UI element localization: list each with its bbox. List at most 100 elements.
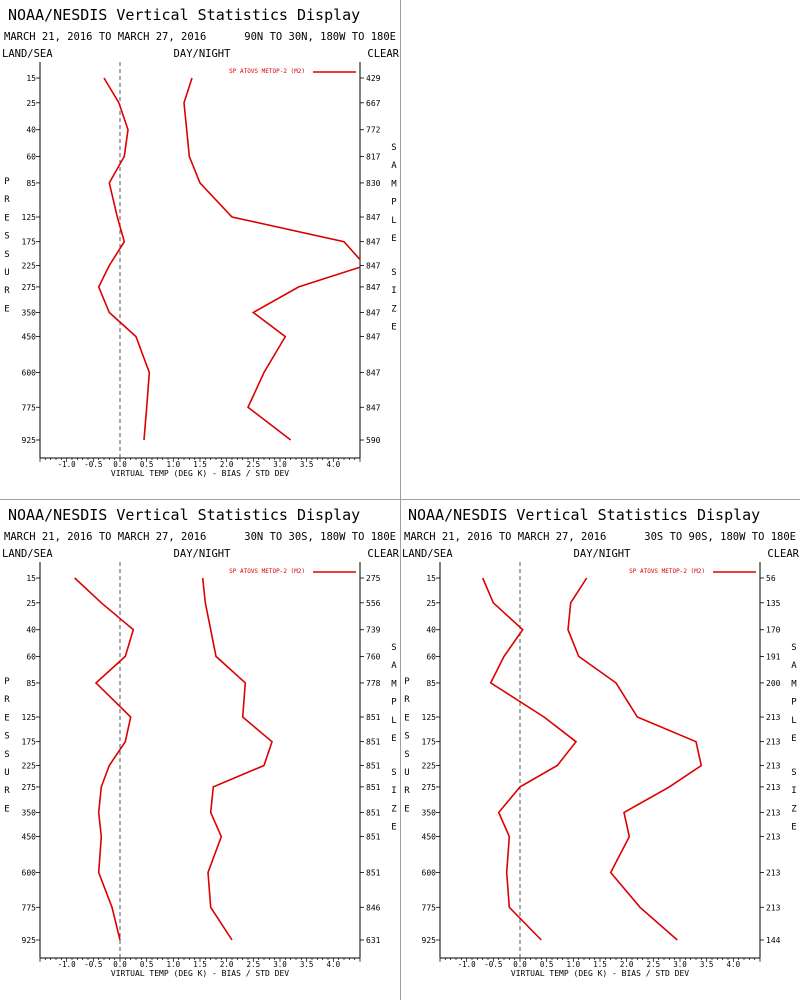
- header-clear: CLEAR: [367, 548, 399, 560]
- x-tick-label: -0.5: [484, 960, 502, 969]
- x-tick-label: 2.0: [220, 960, 234, 969]
- sample-letter: P: [391, 198, 397, 208]
- sample-size-label: 429: [366, 74, 381, 83]
- pressure-letter: R: [4, 286, 10, 296]
- size-letter: S: [791, 768, 796, 778]
- sample-size-label: 760: [366, 652, 381, 661]
- sample-size-label: 739: [366, 626, 381, 635]
- region-label: 30S TO 90S, 180W TO 180E: [644, 531, 796, 543]
- sample-size-label: 851: [366, 761, 381, 770]
- x-axis-label: VIRTUAL TEMP (DEG K) - BIAS / STD DEV: [111, 469, 289, 478]
- x-tick-label: 2.5: [247, 960, 261, 969]
- panel-south: NOAA/NESDIS Vertical Statistics Display M…: [400, 500, 800, 1000]
- sample-letter: E: [391, 734, 396, 744]
- chart-south: NOAA/NESDIS Vertical Statistics Display M…: [402, 506, 800, 978]
- series-line-std-dev: [567, 577, 703, 941]
- pressure-letter: S: [4, 750, 9, 760]
- x-tick-label: 1.0: [567, 960, 581, 969]
- sample-letter: S: [391, 143, 396, 153]
- horizontal-divider: [0, 499, 800, 500]
- sample-size-label: 847: [366, 403, 381, 412]
- x-tick-label: 0.5: [140, 460, 154, 469]
- x-tick-label: 0.0: [113, 960, 127, 969]
- sample-letter: M: [791, 679, 797, 689]
- x-tick-label: 0.0: [513, 960, 527, 969]
- pressure-label: 225: [22, 761, 37, 770]
- pressure-label: 925: [422, 936, 437, 945]
- x-tick-label: 3.5: [700, 960, 714, 969]
- header-clear: CLEAR: [367, 48, 399, 60]
- sample-size-label: 213: [766, 783, 781, 792]
- pressure-letter: P: [4, 677, 10, 687]
- sample-size-label: 851: [366, 738, 381, 747]
- pressure-label: 775: [422, 903, 437, 912]
- sample-letter: L: [391, 216, 396, 226]
- x-tick-label: 2.0: [620, 960, 634, 969]
- sample-letter: L: [391, 716, 396, 726]
- x-tick-label: 1.5: [193, 960, 207, 969]
- sample-letter: E: [391, 234, 396, 244]
- sample-letter: E: [791, 734, 796, 744]
- sample-size-label: 213: [766, 903, 781, 912]
- pressure-label: 85: [426, 679, 436, 688]
- size-letter: I: [391, 286, 396, 296]
- size-letter: Z: [391, 304, 397, 314]
- sample-letter: M: [391, 679, 397, 689]
- pressure-letter: E: [4, 713, 9, 723]
- pressure-letter: S: [4, 732, 9, 742]
- x-tick-label: 3.0: [673, 960, 687, 969]
- legend-label: SP ATOVS METOP-2 (M2): [229, 68, 305, 75]
- x-tick-label: 1.0: [167, 960, 181, 969]
- x-tick-label: 4.0: [327, 960, 341, 969]
- pressure-label: 15: [26, 574, 36, 583]
- pressure-letter: U: [404, 768, 409, 778]
- sample-letter: S: [791, 643, 796, 653]
- display-title: NOAA/NESDIS Vertical Statistics Display: [8, 506, 360, 524]
- sample-letter: P: [791, 698, 797, 708]
- x-axis-label: VIRTUAL TEMP (DEG K) - BIAS / STD DEV: [111, 969, 289, 978]
- sample-letter: L: [791, 716, 796, 726]
- sample-size-label: 213: [766, 833, 781, 842]
- pressure-label: 600: [422, 868, 437, 877]
- pressure-letter: E: [404, 713, 409, 723]
- pressure-label: 85: [26, 679, 36, 688]
- sample-letter: M: [391, 179, 397, 189]
- x-tick-label: 1.0: [167, 460, 181, 469]
- x-tick-label: 3.5: [300, 460, 314, 469]
- pressure-label: 600: [22, 368, 37, 377]
- series-line-bias: [74, 577, 135, 941]
- pressure-label: 40: [426, 626, 436, 635]
- pressure-label: 600: [22, 868, 37, 877]
- x-tick-label: 2.5: [647, 960, 661, 969]
- pressure-label: 225: [422, 761, 437, 770]
- pressure-letter: U: [4, 268, 9, 278]
- size-letter: I: [391, 786, 396, 796]
- legend-label: SP ATOVS METOP-2 (M2): [229, 568, 305, 575]
- pressure-label: 775: [22, 903, 37, 912]
- size-letter: E: [391, 323, 396, 333]
- pressure-label: 25: [26, 599, 36, 608]
- pressure-label: 225: [22, 261, 37, 270]
- header-day-night: DAY/NIGHT: [574, 548, 632, 560]
- sample-size-label: 847: [366, 238, 381, 247]
- pressure-letter: S: [4, 232, 9, 242]
- sample-size-label: 213: [766, 713, 781, 722]
- pressure-label: 350: [422, 809, 437, 818]
- x-tick-label: 0.5: [540, 960, 554, 969]
- chart-north: NOAA/NESDIS Vertical Statistics Display M…: [2, 6, 400, 478]
- pressure-label: 175: [422, 738, 437, 747]
- pressure-letter: R: [404, 786, 410, 796]
- x-tick-label: -1.0: [458, 960, 477, 969]
- legend-label: SP ATOVS METOP-2 (M2): [629, 568, 705, 575]
- panel-north: NOAA/NESDIS Vertical Statistics Display M…: [0, 0, 400, 500]
- x-tick-label: 4.0: [727, 960, 741, 969]
- pressure-letter: R: [404, 695, 410, 705]
- x-tick-label: 2.0: [220, 460, 234, 469]
- pressure-letter: E: [4, 304, 9, 314]
- sample-size-label: 170: [766, 626, 781, 635]
- x-tick-label: 1.5: [193, 460, 207, 469]
- pressure-letter: S: [4, 250, 9, 260]
- sample-size-label: 847: [366, 283, 381, 292]
- header-clear: CLEAR: [767, 548, 799, 560]
- sample-size-label: 847: [366, 213, 381, 222]
